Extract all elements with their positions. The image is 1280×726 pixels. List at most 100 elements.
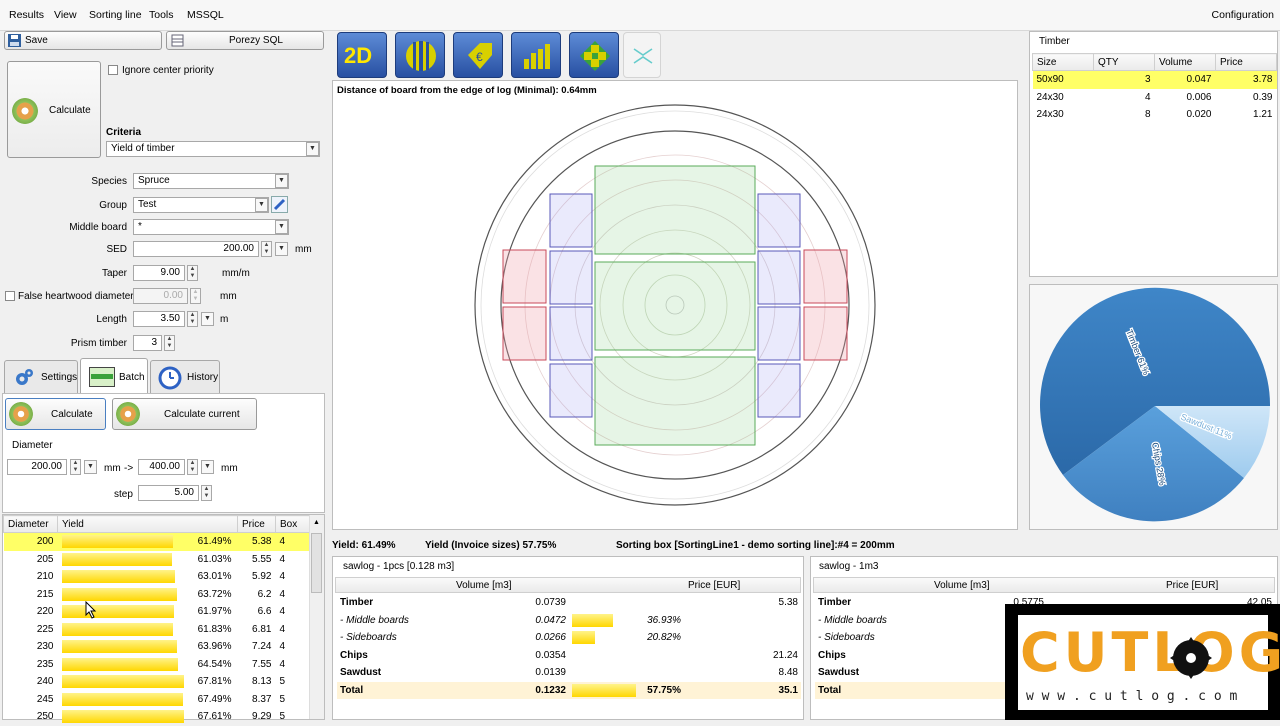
- false-heartwood-spinner-icon[interactable]: ▲ ▼: [190, 288, 201, 304]
- calculate-current-button[interactable]: Calculate current: [112, 398, 257, 430]
- from-spinner-icon[interactable]: ▲ ▼: [70, 459, 81, 475]
- col-diameter[interactable]: Diameter: [3, 515, 58, 533]
- diameter-to-input[interactable]: 400.00: [138, 459, 185, 475]
- ignore-center-checkbox[interactable]: [108, 65, 118, 75]
- col-volume[interactable]: Volume: [1154, 53, 1216, 71]
- col-timber-price[interactable]: Price: [1215, 53, 1277, 71]
- summary-volume: 0.0472: [535, 614, 566, 626]
- row-yield: 67.61%: [58, 708, 238, 726]
- row-box: 4: [279, 553, 286, 565]
- menu-sorting-line[interactable]: Sorting line: [89, 9, 142, 21]
- row-yield: 61.49%: [58, 533, 238, 551]
- table-row[interactable]: 220 61.97% 6.6 4: [4, 603, 310, 621]
- table-row[interactable]: 235 64.54% 7.55 4: [4, 656, 310, 674]
- length-input[interactable]: 3.50: [133, 311, 185, 327]
- diameter-from-value: 200.00: [31, 461, 62, 472]
- logo-url: w w w . c u t l o g . c o m: [1026, 689, 1238, 704]
- group-select[interactable]: Test: [133, 197, 269, 213]
- menu-tools[interactable]: Tools: [149, 9, 174, 21]
- scroll-thumb[interactable]: [311, 533, 322, 593]
- table-row[interactable]: 240 67.81% 8.13 5: [4, 673, 310, 691]
- length-spinner-icon[interactable]: ▲ ▼: [187, 311, 198, 327]
- yield-bar: [61, 570, 175, 584]
- taper-spinner-icon[interactable]: ▲ ▼: [187, 265, 198, 281]
- batch-calculate-button[interactable]: Calculate: [5, 398, 106, 430]
- tab-history[interactable]: History: [150, 360, 220, 394]
- sed-spinner-icon[interactable]: ▲ ▼: [261, 241, 272, 257]
- ignore-center-label: Ignore center priority: [122, 65, 214, 76]
- pattern-button[interactable]: [569, 32, 619, 78]
- menu-mssql[interactable]: MSSQL: [187, 9, 224, 21]
- chevron-down-icon[interactable]: ▼: [201, 312, 214, 326]
- pencil-icon[interactable]: [271, 196, 288, 213]
- species-select[interactable]: Spruce: [133, 173, 289, 189]
- table-row[interactable]: 245 67.49% 8.37 5: [4, 691, 310, 709]
- tab-settings[interactable]: Settings: [4, 360, 78, 394]
- chevron-down-icon[interactable]: ▼: [275, 174, 288, 188]
- split-view-button[interactable]: [623, 32, 661, 78]
- group-label: Group: [99, 200, 127, 211]
- chevron-down-icon[interactable]: ▼: [255, 198, 268, 212]
- row-box: 5: [279, 693, 286, 705]
- sed-input[interactable]: 200.00: [133, 241, 259, 257]
- chevron-down-icon[interactable]: ▼: [306, 142, 319, 156]
- tab-settings-label: Settings: [41, 372, 78, 383]
- diameter-from-input[interactable]: 200.00: [7, 459, 67, 475]
- row-yield-value: 61.83%: [197, 623, 232, 635]
- table-row[interactable]: 215 63.72% 6.2 4: [4, 586, 310, 604]
- to-spinner-icon[interactable]: ▲ ▼: [187, 459, 198, 475]
- table-row[interactable]: 205 61.03% 5.55 4: [4, 551, 310, 569]
- menu-results[interactable]: Results: [9, 9, 45, 21]
- tab-batch[interactable]: Batch: [80, 358, 148, 394]
- save-button[interactable]: Save: [4, 31, 162, 50]
- step-input[interactable]: 5.00: [138, 485, 199, 501]
- middle-board-select[interactable]: *: [133, 219, 289, 235]
- floppy-icon: [8, 34, 21, 47]
- chevron-down-icon[interactable]: ▼: [275, 220, 288, 234]
- row-yield-value: 67.81%: [197, 676, 232, 687]
- row-price: 5.55: [252, 553, 272, 565]
- table-row[interactable]: 225 61.83% 6.81 4: [4, 621, 310, 639]
- timber-volume: 0.047: [1186, 74, 1212, 86]
- prism-input[interactable]: 3: [133, 335, 162, 351]
- species-label: Species: [91, 176, 127, 187]
- col-qty[interactable]: QTY: [1093, 53, 1155, 71]
- col-yield[interactable]: Yield: [57, 515, 238, 533]
- menu-configuration[interactable]: Configuration: [1211, 9, 1274, 21]
- criteria-select[interactable]: Yield of timber: [106, 141, 320, 157]
- table-row[interactable]: 200 61.49% 5.38 4: [3, 532, 310, 551]
- view-2d-button[interactable]: 2D: [337, 32, 387, 78]
- chevron-down-icon[interactable]: ▼: [275, 242, 288, 256]
- calculate-button[interactable]: Calculate: [7, 61, 101, 158]
- row-price: 7.55: [252, 658, 272, 670]
- false-heartwood-input[interactable]: 0.00: [133, 288, 188, 304]
- porezy-sql-button[interactable]: Porezy SQL: [166, 31, 324, 50]
- taper-input[interactable]: 9.00: [133, 265, 185, 281]
- price-button[interactable]: €: [453, 32, 503, 78]
- results-scrollbar[interactable]: ▲: [309, 515, 324, 719]
- table-row[interactable]: 250 67.61% 9.29 5: [4, 708, 310, 726]
- table-row[interactable]: 24x30 4 0.006 0.39: [1033, 89, 1277, 107]
- table-row[interactable]: 24x30 8 0.020 1.21: [1033, 106, 1277, 124]
- chevron-down-icon[interactable]: ▼: [201, 460, 214, 474]
- prism-spinner-icon[interactable]: ▲ ▼: [164, 335, 175, 351]
- log-canvas[interactable]: Distance of board from the edge of log (…: [332, 80, 1018, 530]
- table-row[interactable]: 210 63.01% 5.92 4: [4, 568, 310, 586]
- col-price[interactable]: Price: [237, 515, 276, 533]
- col-box[interactable]: Box: [275, 515, 310, 533]
- scroll-up-icon[interactable]: ▲: [313, 519, 320, 526]
- sawlog-pcs-title: sawlog - 1pcs [0.128 m3]: [343, 561, 455, 572]
- step-spinner-icon[interactable]: ▲ ▼: [201, 485, 212, 501]
- summary-volume: 0.0139: [535, 667, 566, 679]
- yield-bar: [61, 710, 184, 724]
- row-yield-value: 67.49%: [197, 693, 232, 705]
- table-row[interactable]: 230 63.96% 7.24 4: [4, 638, 310, 656]
- col-size[interactable]: Size: [1032, 53, 1094, 71]
- chart-button[interactable]: [511, 32, 561, 78]
- chevron-down-icon[interactable]: ▼: [84, 460, 97, 474]
- log-3d-button[interactable]: [395, 32, 445, 78]
- false-heartwood-checkbox[interactable]: [5, 291, 15, 301]
- table-row[interactable]: 50x90 3 0.047 3.78: [1032, 70, 1277, 89]
- sawlog-pcs-panel: sawlog - 1pcs [0.128 m3] Volume [m3] Pri…: [332, 556, 804, 720]
- menu-view[interactable]: View: [54, 9, 77, 21]
